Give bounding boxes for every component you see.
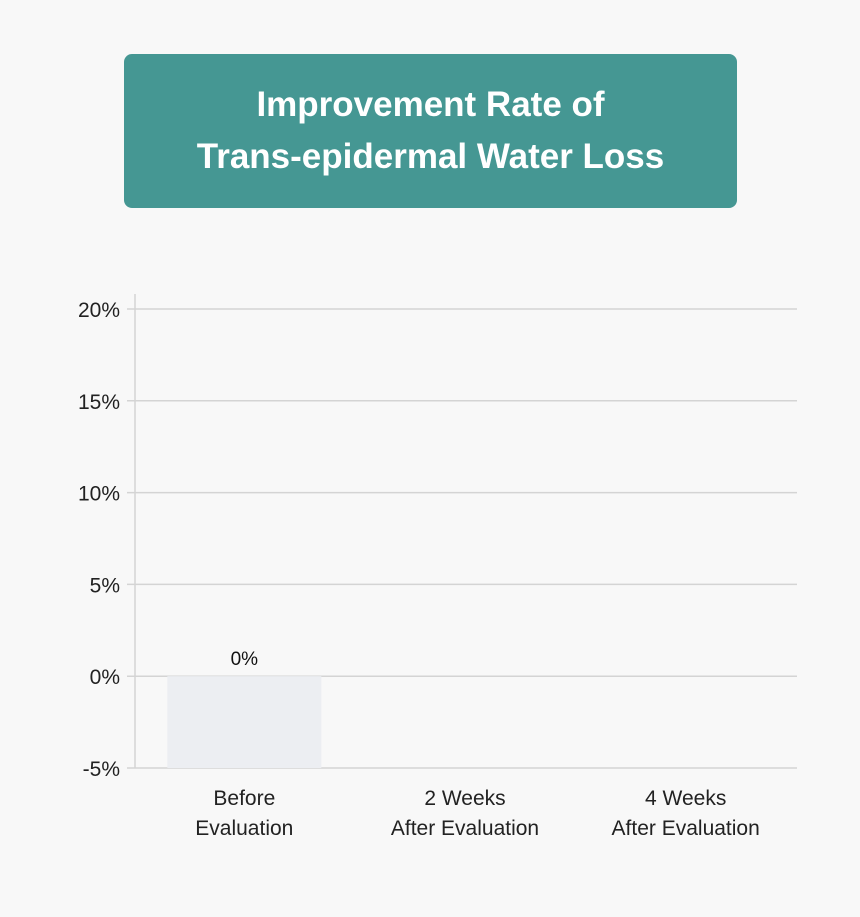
- data-label: 0%: [231, 649, 259, 670]
- x-tick-label: After Evaluation: [391, 817, 539, 840]
- y-tick-label: 20%: [78, 299, 120, 322]
- title-line-1: Improvement Rate of: [256, 85, 605, 124]
- chart-title: Improvement Rate of Trans-epidermal Wate…: [124, 54, 737, 208]
- x-tick-label: After Evaluation: [612, 817, 760, 840]
- bar: [167, 676, 322, 768]
- x-tick-label: Evaluation: [195, 817, 293, 840]
- x-tick-label: Before: [213, 787, 275, 810]
- y-tick-label: -5%: [83, 758, 120, 781]
- y-tick-label: 5%: [90, 574, 120, 597]
- y-tick-label: 10%: [78, 483, 120, 506]
- x-tick-label: 4 Weeks: [645, 787, 726, 810]
- y-tick-label: 0%: [90, 666, 120, 689]
- title-line-2: Trans-epidermal Water Loss: [196, 137, 665, 176]
- x-tick-label: 2 Weeks: [424, 787, 505, 810]
- y-tick-label: 15%: [78, 391, 120, 414]
